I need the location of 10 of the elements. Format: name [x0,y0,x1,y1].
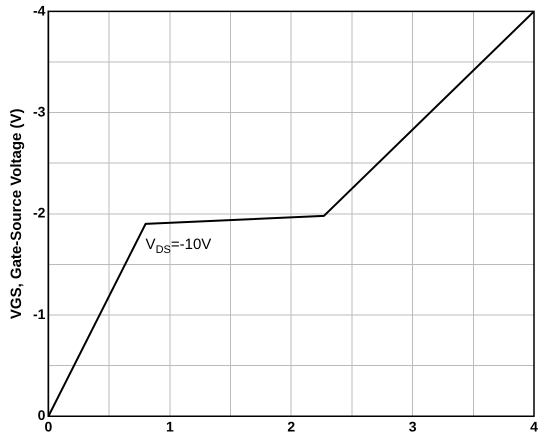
y-tick-label: -1 [32,306,46,322]
y-tick-label: -2 [32,204,46,221]
y-tick-label: 0 [38,407,46,424]
x-tick-label: 1 [166,418,174,434]
x-tick-label: 3 [408,418,417,434]
y-tick-label: -3 [32,103,46,120]
y-tick-label: -4 [32,2,46,18]
y-axis-title: VGS, Gate-Source Voltage (V) [8,108,26,320]
x-tick-label: 2 [287,418,296,434]
x-tick-label: 4 [530,418,538,434]
